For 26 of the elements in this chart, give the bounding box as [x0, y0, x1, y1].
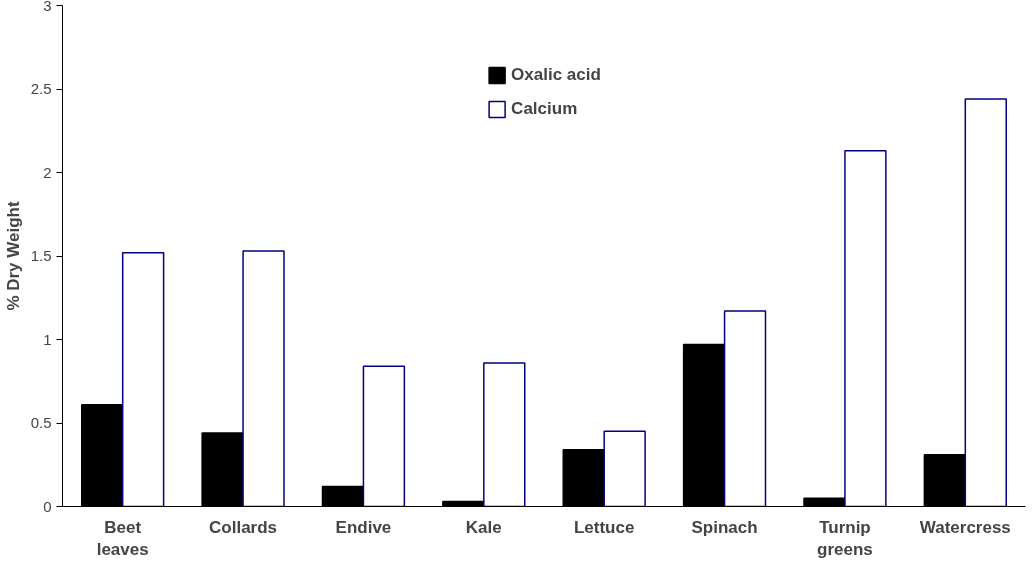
x-tick-label: Turnip greens: [817, 517, 873, 560]
bar: [723, 310, 767, 507]
y-tick-label: 0.5: [30, 414, 52, 431]
legend-label: Oxalic acid: [511, 65, 601, 85]
bar: [362, 365, 406, 507]
bar: [121, 251, 165, 507]
bar: [844, 150, 887, 507]
x-tick-label: Watercress: [919, 517, 1011, 537]
x-tick-label: Endive: [335, 517, 392, 537]
x-tick-label: Lettuce: [573, 517, 635, 537]
x-tick-label: Beet leaves: [96, 517, 149, 560]
y-tick-label: 1.5: [30, 247, 52, 264]
bar: [964, 98, 1007, 507]
x-tick-label: Collards: [209, 517, 278, 537]
legend-label: Calcium: [511, 99, 578, 119]
y-tick-label: 1: [43, 330, 52, 348]
x-tick-label: Kale: [465, 517, 502, 537]
y-tick-label: 2: [43, 163, 52, 181]
bar: [242, 250, 285, 507]
bar: [603, 430, 646, 507]
y-tick-label: 0: [43, 497, 52, 515]
y-axis-title: % Dry Weight: [3, 201, 23, 311]
y-tick-label: 3: [43, 0, 52, 14]
x-tick-label: Spinach: [691, 517, 758, 537]
y-tick-label: 2.5: [30, 80, 52, 97]
bar: [483, 362, 526, 507]
